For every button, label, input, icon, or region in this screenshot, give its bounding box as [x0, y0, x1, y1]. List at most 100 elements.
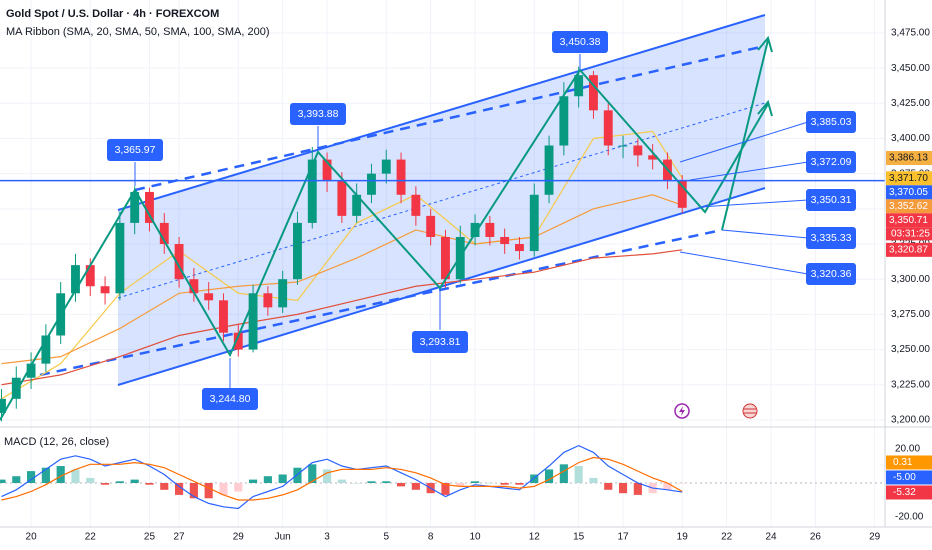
candle-body: [559, 96, 569, 146]
candle-body: [648, 155, 658, 160]
histogram-bar: [115, 481, 124, 484]
candle-body: [544, 145, 554, 195]
candle-body: [263, 293, 273, 308]
y-tick-label: 20.00: [895, 444, 920, 455]
price-tag-label: 3,350.71: [889, 215, 928, 226]
annotation: 3,335.33: [811, 232, 852, 244]
candle-body: [618, 145, 628, 147]
candle-body: [603, 110, 613, 146]
x-tick-label: 3: [324, 532, 330, 543]
x-tick-label: 10: [469, 532, 481, 543]
candle-body: [248, 293, 258, 350]
histogram-bar: [308, 464, 317, 484]
annotation-box: [806, 263, 856, 285]
histogram-bar: [160, 483, 169, 490]
annotation: 3,293.81: [420, 336, 461, 348]
candle-body: [233, 332, 243, 350]
candle-body: [41, 335, 51, 364]
value-tag-label: -5.32: [893, 487, 916, 498]
price-tag: [886, 150, 932, 165]
candle-body: [219, 300, 228, 333]
arrow-head: [757, 35, 773, 53]
histogram-bar: [515, 483, 524, 485]
y-tick-label: -20.00: [895, 512, 924, 523]
histogram-bar: [189, 483, 198, 499]
price-tag-label: 3,370.05: [889, 187, 928, 198]
value-tag-label: -5.00: [893, 472, 916, 483]
arrow-head: [757, 99, 773, 117]
annotation: 3,385.03: [811, 116, 852, 128]
candle-body: [278, 279, 288, 308]
value-tag: [886, 470, 932, 485]
annotation: 3,244.80: [210, 393, 251, 405]
candle-body: [204, 293, 214, 301]
candle-body: [677, 180, 687, 208]
histogram-bar: [456, 483, 465, 487]
histogram-bar: [589, 477, 598, 484]
histogram-bar: [86, 477, 95, 484]
y-tick-label: 3,400.00: [891, 133, 930, 144]
connector: [679, 121, 809, 163]
histogram-bar: [441, 483, 450, 495]
connectors: [134, 54, 809, 388]
candle-body: [115, 222, 125, 294]
candle-body: [500, 236, 510, 245]
y-tick-label: 3,450.00: [891, 63, 930, 74]
annotation: 3,450.38: [560, 36, 601, 48]
y-tick-label: 3,475.00: [891, 28, 930, 39]
annotation: 3,372.09: [811, 156, 852, 168]
histogram-bar: [71, 469, 80, 484]
candle-body: [485, 222, 495, 237]
candle-body: [411, 194, 421, 216]
y-tick-label: 3,250.00: [891, 344, 930, 355]
annotation: 3,393.88: [298, 108, 339, 120]
histogram-bar: [530, 474, 539, 484]
x-tick-label: 22: [85, 532, 97, 543]
value-tag-label: 0.31: [893, 457, 913, 468]
histogram-bar: [263, 476, 272, 484]
histogram-bar: [337, 479, 346, 484]
annotation-box: [107, 139, 163, 161]
histogram-bar: [663, 483, 672, 490]
candle-body: [189, 279, 199, 294]
x-tick-label: 26: [810, 532, 822, 543]
histogram-bar: [175, 483, 184, 495]
price-tag-label: 3,386.13: [889, 153, 928, 164]
price-tag-label: 3,352.62: [889, 201, 928, 212]
histogram-bar: [574, 466, 583, 484]
annotation-box: [202, 388, 258, 410]
moving-average: [1, 249, 683, 386]
signal-line: [1, 456, 683, 501]
candle-body: [367, 173, 376, 195]
countdown-tag: [886, 227, 932, 241]
price-tag-label: 3,320.87: [889, 244, 928, 255]
candle-body: [159, 222, 169, 245]
candle-body: [515, 244, 524, 252]
histogram-bar: [559, 464, 568, 484]
candle-body: [589, 75, 598, 111]
histogram-bar: [633, 483, 642, 495]
price-tag: [886, 171, 932, 186]
x-tick-label: 17: [617, 532, 629, 543]
candles: [0, 66, 687, 422]
y-tick-label: 3,300.00: [891, 274, 930, 285]
candle-body: [426, 215, 436, 237]
histogram-bar: [130, 479, 139, 484]
candle-body: [441, 236, 450, 280]
candle-body: [174, 244, 184, 280]
x-tick-label: 29: [233, 532, 245, 543]
channel-dashed-upper: [134, 44, 766, 192]
zigzag: [0, 68, 769, 421]
y-tick-label: 3,425.00: [891, 98, 930, 109]
histogram-bar: [470, 481, 480, 484]
event-icon-bolt: [679, 406, 685, 416]
flag-icon[interactable]: [742, 403, 758, 419]
histogram-bar: [604, 483, 613, 490]
connector: [721, 229, 809, 239]
annotation: 3,320.36: [811, 268, 852, 280]
annotation: 3,365.97: [115, 144, 156, 156]
price-tag: [886, 242, 932, 257]
x-tick-label: 15: [573, 532, 585, 543]
x-tick-label: 12: [529, 532, 541, 543]
